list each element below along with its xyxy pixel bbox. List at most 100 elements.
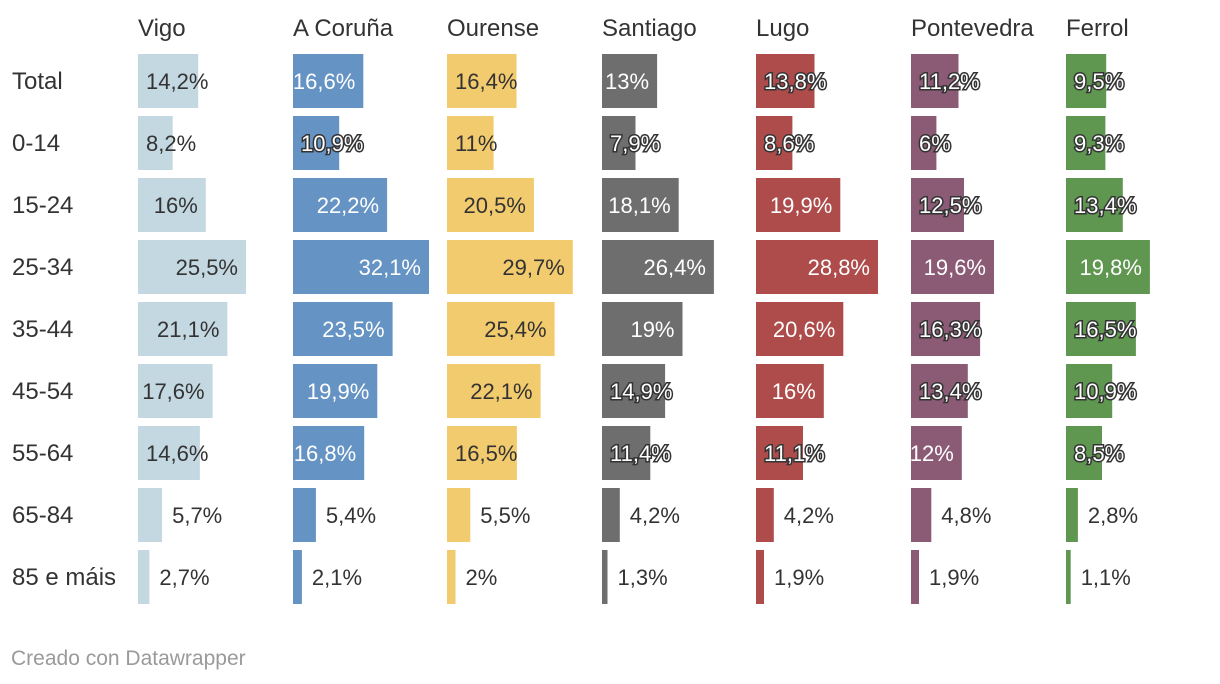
bar [293,240,429,294]
bar [602,240,714,294]
bar [602,488,620,542]
bar [293,116,340,170]
bar [602,426,651,480]
bar [447,426,517,480]
value-label: 20,6% [773,317,835,342]
bar [602,364,666,418]
value-label: 22,1% [470,379,532,404]
bar [602,116,636,170]
bar [911,550,919,604]
bar [756,426,803,480]
row-label: Total [12,68,63,95]
value-label: 14,9% [610,379,672,404]
value-label: 5,4% [326,503,376,528]
value-label: 23,5% [322,317,384,342]
value-label: 1,1% [1081,565,1131,590]
column-header: Ourense [447,15,539,42]
value-label: 16,6% [293,69,355,94]
value-label: 6% [919,131,951,156]
bar [756,302,844,356]
value-label: 11,2% [919,69,980,94]
value-label: 25,4% [484,317,546,342]
value-label: 25,5% [176,255,238,280]
bar [447,488,471,542]
value-label: 16,5% [455,441,517,466]
bar [447,364,541,418]
value-label: 19,9% [307,379,369,404]
value-label: 11% [455,131,497,156]
value-label: 8,6% [764,131,814,156]
value-label: 14,2% [146,69,208,94]
value-label: 11,1% [764,441,825,466]
bar [756,54,815,108]
value-label: 12,5% [919,193,981,218]
value-label: 12% [910,441,954,466]
bar [138,302,228,356]
value-label: 16,3% [919,317,981,342]
value-label: 14,6% [146,441,208,466]
column-header: Pontevedra [911,15,1034,42]
value-label: 10,9% [1074,379,1136,404]
value-label: 8,5% [1074,441,1124,466]
value-label: 16% [772,379,816,404]
bar [911,302,981,356]
bar [138,178,206,232]
row-label: 15-24 [12,192,73,219]
value-label: 5,7% [172,503,222,528]
column-header: Ferrol [1066,15,1129,42]
bar [756,116,793,170]
bar [293,550,302,604]
bar [447,116,494,170]
bar [1066,54,1107,108]
value-label: 4,2% [784,503,834,528]
row-label: 85 e máis [12,564,116,591]
bar [911,364,968,418]
bar [293,302,393,356]
bar [756,550,764,604]
value-label: 9,5% [1074,69,1124,94]
value-label: 20,5% [464,193,526,218]
bar [911,488,932,542]
value-label: 16% [154,193,198,218]
bar [1066,116,1106,170]
bar [138,488,163,542]
bar [138,116,173,170]
bar [138,240,246,294]
bar [293,364,378,418]
value-label: 2,8% [1088,503,1138,528]
bar [1066,178,1123,232]
row-label: 25-34 [12,254,73,281]
value-label: 9,3% [1074,131,1124,156]
bar [756,178,841,232]
bar [1066,488,1078,542]
value-label: 4,2% [630,503,680,528]
bar [911,116,937,170]
row-label: 55-64 [12,440,73,467]
value-label: 26,4% [644,255,706,280]
value-label: 32,1% [359,255,421,280]
value-label: 13,4% [919,379,981,404]
value-label: 1,9% [929,565,979,590]
value-label: 13,4% [1074,193,1136,218]
value-label: 18,1% [608,193,670,218]
row-label: 0-14 [12,130,60,157]
column-header: Vigo [138,15,186,42]
bar [756,240,878,294]
value-label: 2,1% [312,565,362,590]
bar [447,178,534,232]
column-header: A Coruña [293,15,394,42]
bar [293,488,316,542]
value-label: 4,8% [941,503,991,528]
value-label: 29,7% [502,255,564,280]
bar [1066,426,1102,480]
bar [138,364,213,418]
value-label: 7,9% [610,131,660,156]
value-label: 16,4% [455,69,517,94]
value-label: 11,4% [610,441,671,466]
value-label: 19,9% [770,193,832,218]
row-label: 35-44 [12,316,73,343]
value-label: 16,5% [1074,317,1136,342]
value-label: 10,9% [301,131,363,156]
row-label: 45-54 [12,378,73,405]
